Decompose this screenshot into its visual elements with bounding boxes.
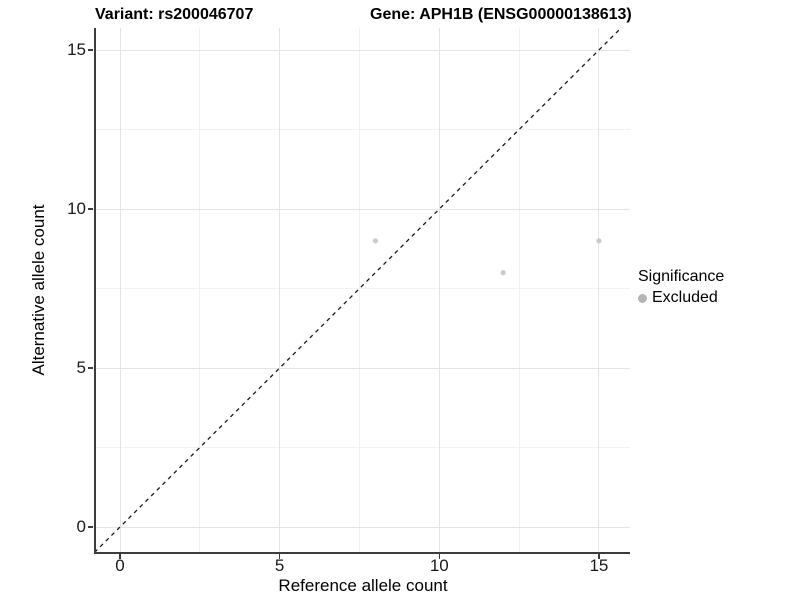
identity-diagonal-line <box>96 28 622 552</box>
major-gridline-vertical <box>438 28 440 552</box>
x-tick-label: 0 <box>115 556 125 575</box>
x-tick-label: 15 <box>589 556 609 575</box>
x-tick-mark <box>119 554 121 559</box>
x-tick-label: 5 <box>274 556 285 575</box>
x-tick-mark <box>438 554 441 559</box>
major-gridline-horizontal <box>96 208 630 210</box>
major-gridline-horizontal <box>96 367 630 369</box>
y-tick-label: 15 <box>67 40 86 59</box>
y-tick-label: 10 <box>67 199 86 218</box>
plot-title-gene: Gene: APH1B (ENSG00000138613) <box>370 6 632 23</box>
x-tick-mark <box>598 554 600 559</box>
data-point <box>500 270 506 276</box>
major-gridline-vertical <box>279 28 281 552</box>
data-point <box>596 238 602 244</box>
legend-item-excluded: Excluded <box>638 289 724 307</box>
y-tick-mark <box>88 208 93 210</box>
minor-gridline-horizontal <box>96 447 630 448</box>
minor-gridline-vertical <box>518 28 520 552</box>
plot-title-variant: Variant: rs200046707 <box>95 6 254 23</box>
major-gridline-vertical <box>119 28 121 552</box>
y-axis-line <box>94 28 96 554</box>
excluded-point-icon <box>638 293 647 303</box>
x-tick-mark <box>278 554 281 559</box>
major-gridline-vertical <box>598 28 600 552</box>
minor-gridline-horizontal <box>96 129 630 130</box>
plot-panel <box>96 28 622 552</box>
data-point <box>372 238 379 244</box>
legend: Significance Excluded <box>638 268 724 307</box>
x-axis-line <box>94 552 630 554</box>
x-axis-title: Reference allele count <box>278 576 448 595</box>
minor-gridline-vertical <box>358 28 360 552</box>
major-gridline-horizontal <box>96 526 630 528</box>
legend-title: Significance <box>638 268 725 285</box>
major-gridline-horizontal <box>96 49 630 51</box>
y-tick-mark <box>88 49 93 51</box>
x-tick-label: 10 <box>429 556 449 575</box>
legend-item-label: Excluded <box>652 289 718 306</box>
y-tick-mark <box>88 367 93 369</box>
y-axis-title: Alternative allele count <box>29 204 48 376</box>
minor-gridline-horizontal <box>96 288 630 289</box>
y-tick-label: 5 <box>76 358 86 377</box>
y-tick-label: 0 <box>76 517 86 536</box>
y-tick-mark <box>88 526 93 528</box>
minor-gridline-vertical <box>199 28 201 552</box>
